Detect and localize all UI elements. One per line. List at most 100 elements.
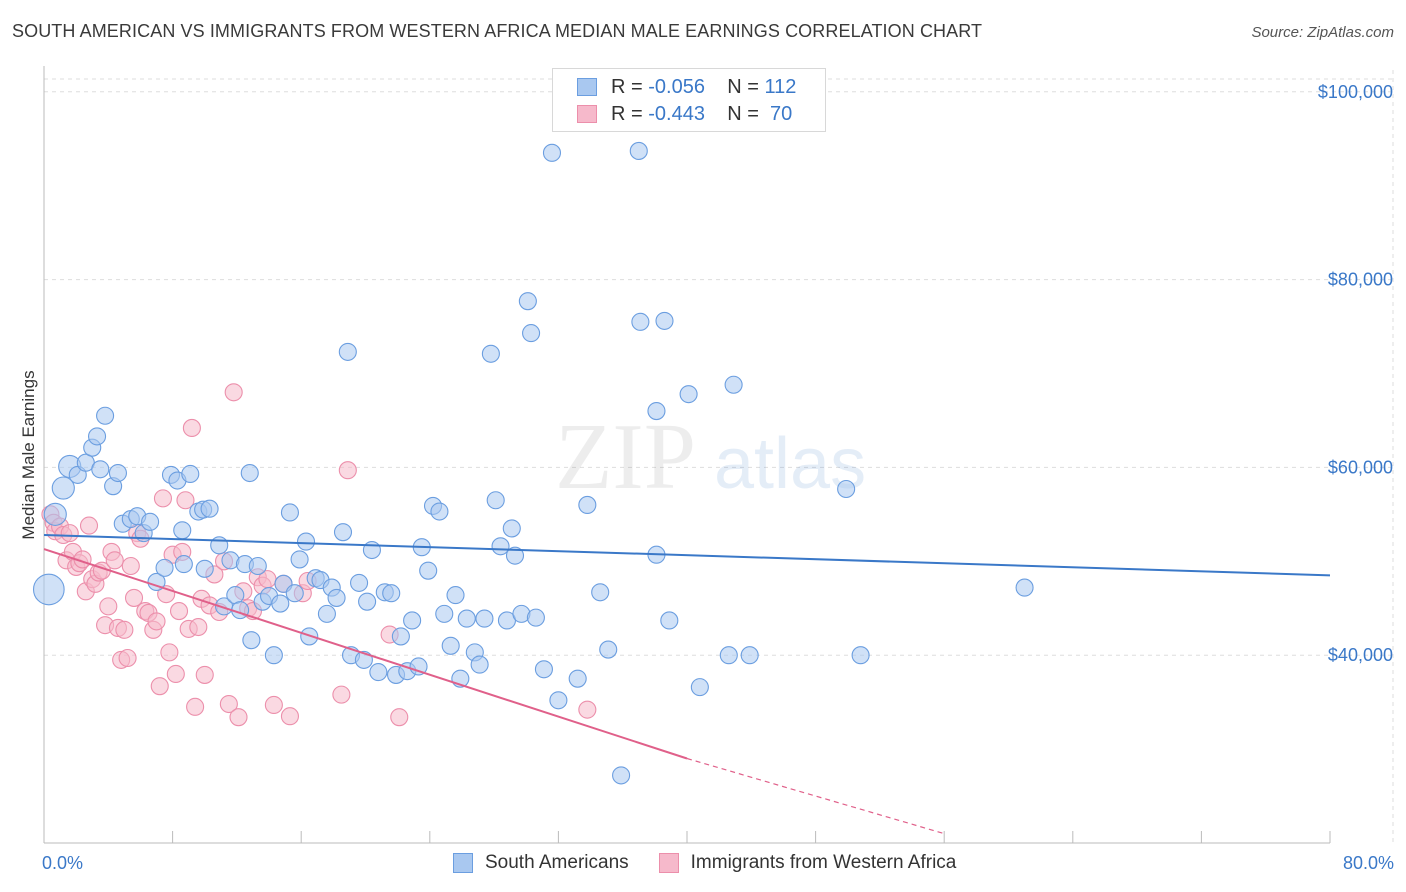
- point-south-american: [317, 604, 336, 623]
- series-legend-south-americans[interactable]: South Americans: [453, 852, 629, 874]
- point-western-africa: [147, 612, 166, 631]
- point-south-american: [290, 550, 309, 569]
- legend-n-label: N =: [727, 75, 759, 98]
- point-south-american: [612, 766, 631, 785]
- source-label: Source: ZipAtlas.com: [1251, 24, 1394, 41]
- point-south-american: [724, 375, 743, 394]
- point-south-american: [174, 555, 193, 574]
- series-label: Immigrants from Western Africa: [690, 852, 957, 873]
- legend-n-value: 112: [764, 75, 797, 98]
- point-south-american: [542, 143, 562, 162]
- point-western-africa: [60, 524, 79, 543]
- point-western-africa: [264, 695, 283, 715]
- point-south-american: [195, 559, 214, 578]
- legend-row-south-americans: R = -0.056 N = 112: [577, 74, 796, 100]
- point-south-american: [43, 502, 67, 526]
- point-western-africa: [99, 597, 118, 616]
- point-western-africa: [195, 665, 214, 684]
- series-label: South Americans: [485, 852, 629, 873]
- point-western-africa: [186, 697, 205, 716]
- point-south-american: [505, 546, 525, 565]
- tick-labels: $40,000 $60,000 $80,000 $100,000 0.0% 80.0%: [42, 82, 1394, 873]
- point-south-american: [660, 611, 679, 630]
- point-western-africa: [219, 694, 238, 714]
- point-western-africa: [150, 677, 169, 696]
- point-south-american: [549, 691, 568, 710]
- series-south-americans: [32, 94, 1034, 785]
- point-south-american: [690, 678, 709, 697]
- point-western-africa: [189, 617, 208, 637]
- point-south-american: [181, 464, 200, 484]
- legend-swatch-pink: [577, 105, 597, 123]
- point-south-american: [655, 311, 674, 330]
- point-south-american: [296, 532, 316, 551]
- legend-row-western-africa: R = -0.443 N = 70: [577, 101, 792, 127]
- series-legend: South Americans Immigrants from Western …: [453, 852, 986, 874]
- point-south-american: [475, 609, 494, 628]
- trend-line-western-africa: [43, 548, 688, 760]
- point-south-american: [96, 406, 115, 425]
- point-south-american: [32, 573, 65, 606]
- trend-lines: [43, 534, 1331, 835]
- legend-r-label: R =: [611, 102, 643, 125]
- point-south-american: [457, 609, 476, 628]
- point-south-american: [851, 646, 870, 665]
- point-south-american: [568, 669, 587, 688]
- point-south-american: [599, 640, 618, 659]
- point-south-american: [141, 512, 160, 531]
- point-western-africa: [153, 489, 173, 508]
- point-south-american: [631, 312, 650, 331]
- legend-swatch-blue: [577, 78, 597, 96]
- point-south-american: [578, 495, 597, 515]
- point-south-american: [518, 292, 537, 311]
- point-western-africa: [332, 685, 351, 704]
- point-western-africa: [160, 643, 179, 662]
- axes: [43, 66, 1331, 844]
- point-western-africa: [79, 516, 99, 535]
- point-south-american: [491, 537, 510, 556]
- point-western-africa: [105, 551, 124, 570]
- point-south-american: [242, 631, 261, 650]
- point-south-american: [285, 584, 304, 603]
- x-tick-label-start: 0.0%: [42, 853, 83, 873]
- legend-r-value: -0.056: [648, 75, 705, 98]
- point-western-africa: [578, 700, 597, 719]
- point-south-american: [87, 427, 107, 446]
- point-south-american: [534, 660, 553, 679]
- series-swatch-blue: [453, 853, 473, 873]
- point-south-american: [481, 344, 500, 363]
- point-south-american: [338, 342, 357, 361]
- point-south-american: [358, 592, 377, 611]
- point-western-africa: [182, 418, 201, 438]
- point-south-american: [470, 655, 489, 674]
- y-axis-label: Median Male Earnings: [19, 370, 38, 539]
- point-western-africa: [338, 461, 357, 480]
- correlation-legend: R = -0.056 N = 112 R = -0.443 N = 70: [552, 68, 826, 132]
- point-western-africa: [115, 620, 134, 639]
- watermark: ZIP atlas: [555, 405, 866, 509]
- point-western-africa: [124, 588, 144, 607]
- point-south-american: [327, 588, 346, 607]
- y-tick-label: $80,000: [1328, 270, 1393, 290]
- point-south-american: [240, 463, 259, 483]
- point-south-american: [382, 584, 401, 603]
- point-south-american: [248, 556, 267, 576]
- point-south-american: [391, 627, 410, 646]
- point-south-american: [629, 141, 648, 160]
- point-western-africa: [118, 648, 137, 668]
- point-south-american: [369, 663, 388, 682]
- point-south-american: [155, 558, 174, 577]
- point-south-american: [441, 636, 460, 655]
- series-legend-western-africa[interactable]: Immigrants from Western Africa: [658, 852, 957, 874]
- point-south-american: [719, 646, 738, 665]
- point-south-american: [502, 519, 521, 538]
- point-south-american: [430, 502, 449, 521]
- point-western-africa: [229, 708, 248, 727]
- point-south-american: [51, 476, 75, 500]
- point-south-american: [264, 646, 283, 665]
- series-swatch-pink: [658, 853, 679, 873]
- point-western-africa: [176, 491, 195, 510]
- point-south-american: [173, 521, 192, 540]
- point-south-american: [522, 324, 541, 343]
- y-tick-label: $100,000: [1318, 82, 1393, 102]
